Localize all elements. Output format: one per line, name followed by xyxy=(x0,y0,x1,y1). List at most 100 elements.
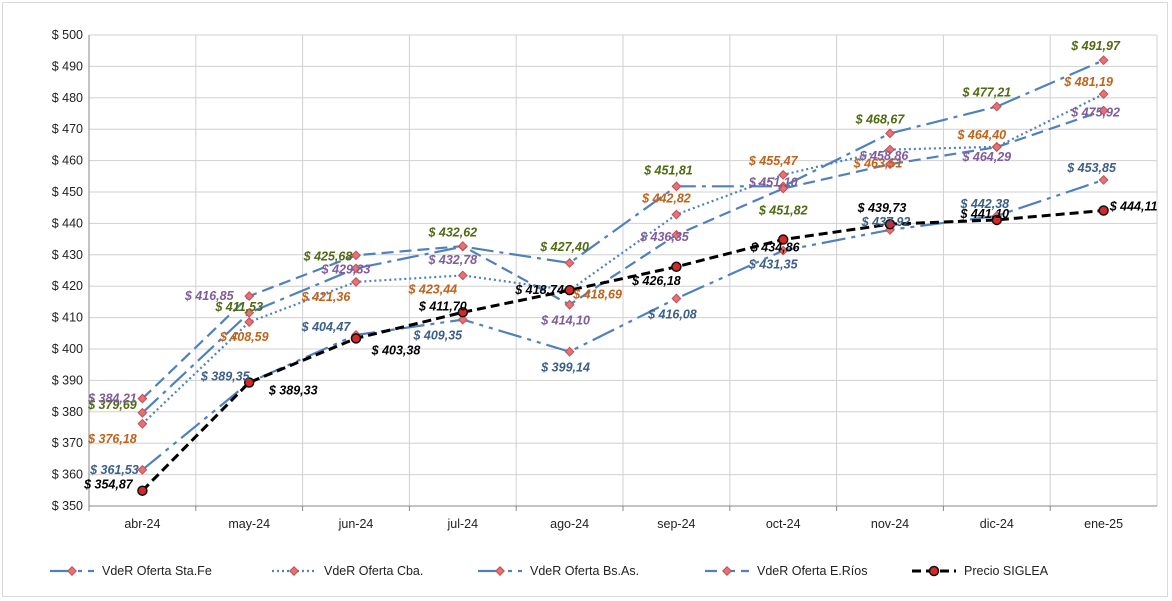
data-label: $ 436,35 xyxy=(639,230,690,244)
data-label: $ 455,47 xyxy=(748,154,799,168)
x-tick-label: oct-24 xyxy=(766,517,801,531)
data-label: $ 389,33 xyxy=(268,384,318,398)
data-point xyxy=(671,293,682,304)
data-point xyxy=(1098,174,1109,185)
legend: VdeR Oferta Sta.Fe VdeR Oferta Cba. VdeR O… xyxy=(50,564,1049,578)
data-label: $ 354,87 xyxy=(83,478,134,492)
data-label: $ 376,18 xyxy=(87,432,137,446)
data-point xyxy=(991,101,1002,112)
data-label: $ 423,44 xyxy=(407,282,457,296)
y-tick-label: $ 430 xyxy=(52,248,83,262)
data-point xyxy=(777,234,789,245)
legend-label: VdeR Oferta Cba. xyxy=(324,564,423,578)
data-point xyxy=(350,333,362,344)
data-point xyxy=(137,464,148,475)
y-tick-label: $ 480 xyxy=(52,91,83,105)
data-point xyxy=(457,307,469,318)
y-tick-label: $ 420 xyxy=(52,279,83,293)
data-label: $ 491,97 xyxy=(1070,39,1121,53)
data-point xyxy=(137,407,148,418)
data-point xyxy=(351,250,361,261)
series-line-0 xyxy=(141,59,1105,414)
data-label: $ 442,38 xyxy=(959,197,1009,211)
legend-label: VdeR Oferta E.Ríos xyxy=(757,564,867,578)
data-label: $ 379,69 xyxy=(87,398,137,412)
y-tick-label: $ 380 xyxy=(52,405,83,419)
data-point xyxy=(1098,105,1109,116)
data-label: $ 432,62 xyxy=(427,226,477,240)
data-point xyxy=(1098,55,1109,66)
data-label: $ 444,11 xyxy=(1109,199,1158,213)
x-tick-label: jun-24 xyxy=(338,517,374,531)
data-point xyxy=(1098,205,1109,216)
series-line-1 xyxy=(141,93,1105,425)
data-point xyxy=(137,418,148,429)
data-label: $ 431,35 xyxy=(748,258,799,272)
data-label: $ 421,36 xyxy=(301,290,352,304)
x-tick-label: abr-24 xyxy=(124,517,160,531)
data-label: $ 429,83 xyxy=(321,262,371,276)
data-label: $ 409,35 xyxy=(412,329,463,343)
data-point xyxy=(885,144,895,155)
y-tick-label: $ 500 xyxy=(52,28,83,42)
y-tick-label: $ 370 xyxy=(52,436,83,450)
y-tick-label: $ 450 xyxy=(52,185,83,199)
data-label: $ 464,29 xyxy=(961,150,1011,164)
data-point xyxy=(457,314,468,325)
x-tick-label: may-24 xyxy=(228,517,270,531)
data-label: $ 468,67 xyxy=(855,112,906,126)
data-label: $ 418,69 xyxy=(572,287,622,301)
y-tick-label: $ 490 xyxy=(52,59,83,73)
data-label: $ 451,81 xyxy=(643,163,693,177)
y-tick-label: $ 460 xyxy=(52,154,83,168)
data-label: $ 411,70 xyxy=(418,299,467,313)
data-point xyxy=(991,214,1003,226)
y-tick-label: $ 350 xyxy=(52,499,83,513)
data-point xyxy=(564,284,575,296)
data-label: $ 434,86 xyxy=(750,241,801,255)
x-axis: abr-24 may-24 jun-24 jul-24 ago-24 sep-24 oct-… xyxy=(88,35,1157,531)
data-label: $ 408,59 xyxy=(219,330,269,344)
legend-label: VdeR Oferta Sta.Fe xyxy=(102,564,212,578)
legend-marker xyxy=(289,566,299,576)
x-tick-label: nov-24 xyxy=(871,517,909,531)
data-point xyxy=(564,299,575,310)
data-label: $ 477,21 xyxy=(961,86,1011,100)
data-point xyxy=(1098,89,1109,100)
legend-marker xyxy=(495,566,505,576)
data-point xyxy=(778,169,789,180)
x-tick-label: dic-24 xyxy=(980,517,1014,531)
data-point xyxy=(457,270,468,281)
y-tick-label: $ 410 xyxy=(52,311,83,325)
data-point xyxy=(671,261,682,273)
legend-label: Precio SIGLEA xyxy=(964,564,1049,578)
data-label: $ 427,40 xyxy=(539,240,589,254)
y-tick-label: $ 360 xyxy=(52,468,83,482)
legend-marker xyxy=(67,566,77,576)
data-point xyxy=(244,317,255,327)
data-label: $ 475,92 xyxy=(1070,106,1120,120)
data-label: $ 442,82 xyxy=(641,192,691,206)
data-label: $ 418,74 xyxy=(514,283,564,297)
x-tick-label: jul-24 xyxy=(447,517,479,531)
data-point xyxy=(244,307,255,318)
data-label: $ 399,14 xyxy=(540,361,590,375)
y-tick-label: $ 390 xyxy=(52,373,83,387)
series-line-3 xyxy=(141,109,1104,400)
data-label: $ 425,68 xyxy=(303,249,353,263)
legend-marker xyxy=(722,566,732,576)
data-point xyxy=(243,377,255,388)
data-label: $ 432,78 xyxy=(427,253,477,267)
data-point xyxy=(671,229,682,240)
y-tick-label: $ 470 xyxy=(52,122,83,136)
x-tick-label: sep-24 xyxy=(657,517,695,531)
series-markers xyxy=(137,55,1109,496)
data-point xyxy=(351,276,361,287)
data-point xyxy=(351,263,361,274)
data-label: $ 451,10 xyxy=(748,176,798,190)
y-axis: $ 350 $ 360 $ 370 $ 380 $ 390 $ 400 $ 410 $ 420… xyxy=(52,28,83,513)
series-line-2 xyxy=(141,178,1104,471)
data-point xyxy=(778,245,789,256)
y-tick-label: $ 440 xyxy=(52,216,83,230)
